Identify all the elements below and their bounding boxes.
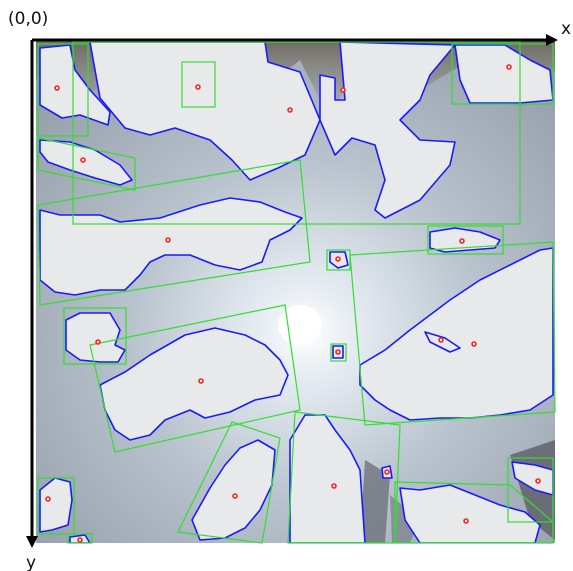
y-axis-arrowhead (26, 536, 38, 548)
cloud-regions (39, 41, 554, 543)
bounding-box (507, 457, 554, 523)
centroid-dot (438, 337, 444, 343)
origin-label: (0,0) (8, 9, 48, 29)
centroid-dot (232, 493, 238, 499)
centroids (45, 64, 541, 543)
centroid-dot (335, 256, 341, 262)
centroid-dot (340, 87, 346, 93)
centroid-dot (45, 496, 51, 502)
tree-dark-bottom-center (360, 460, 390, 543)
cloud-region (65, 312, 126, 363)
centroid-dot (335, 349, 341, 355)
centroid-dot (331, 483, 337, 489)
x-axis-arrowhead (546, 34, 558, 46)
y-axis-label: y (26, 553, 36, 571)
bounding-box (181, 61, 216, 108)
bounding-box (330, 343, 347, 362)
cloud-region (399, 484, 541, 543)
bounding-box (349, 241, 556, 426)
bounding-box (177, 421, 281, 544)
bounding-box (89, 304, 301, 453)
bounding-boxes (37, 41, 556, 544)
centroid-dot (198, 378, 204, 384)
bounding-box (394, 481, 554, 544)
centroid-dot (459, 238, 465, 244)
centroid-dot (287, 107, 293, 113)
x-axis-label: x (561, 19, 571, 39)
bounding-box (67, 533, 93, 544)
centroid-dot (95, 339, 101, 345)
centroid-dot (195, 84, 201, 90)
axes: (0,0) x y (8, 9, 571, 571)
bounding-box (37, 477, 75, 535)
cloud-region (39, 139, 133, 186)
bounding-box (72, 41, 521, 225)
cloud-region (289, 414, 366, 543)
centroid-dot (80, 157, 86, 163)
bounding-box (451, 43, 554, 105)
centroid-dot (165, 237, 171, 243)
centroid-dot (463, 518, 469, 524)
centroid-dot (471, 341, 477, 347)
cloud-region (39, 197, 303, 296)
cloud-region (191, 439, 276, 541)
centroid-dot (384, 469, 390, 475)
cloud-region (89, 41, 456, 219)
bounding-box (427, 225, 504, 255)
centroid-dot (506, 64, 512, 70)
bounding-box (37, 137, 136, 191)
sun-glare (278, 305, 322, 345)
bounding-box (37, 159, 311, 306)
cloud-region (359, 247, 554, 421)
bounding-box (37, 43, 89, 137)
centroid-dot (54, 85, 60, 91)
centroid-dot (535, 478, 541, 484)
cloud-region (99, 327, 289, 441)
centroid-dot (77, 537, 83, 543)
cloud-region (39, 477, 73, 533)
